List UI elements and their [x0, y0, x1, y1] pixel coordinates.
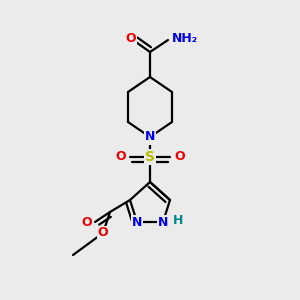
- Text: O: O: [174, 151, 184, 164]
- Text: O: O: [116, 151, 126, 164]
- Text: O: O: [98, 226, 108, 239]
- Text: NH₂: NH₂: [172, 32, 198, 46]
- Text: S: S: [145, 150, 155, 164]
- Text: O: O: [126, 32, 136, 44]
- Text: N: N: [145, 130, 155, 143]
- Text: N: N: [132, 215, 142, 229]
- Text: H: H: [173, 214, 183, 226]
- Text: N: N: [158, 215, 168, 229]
- Text: O: O: [81, 215, 92, 229]
